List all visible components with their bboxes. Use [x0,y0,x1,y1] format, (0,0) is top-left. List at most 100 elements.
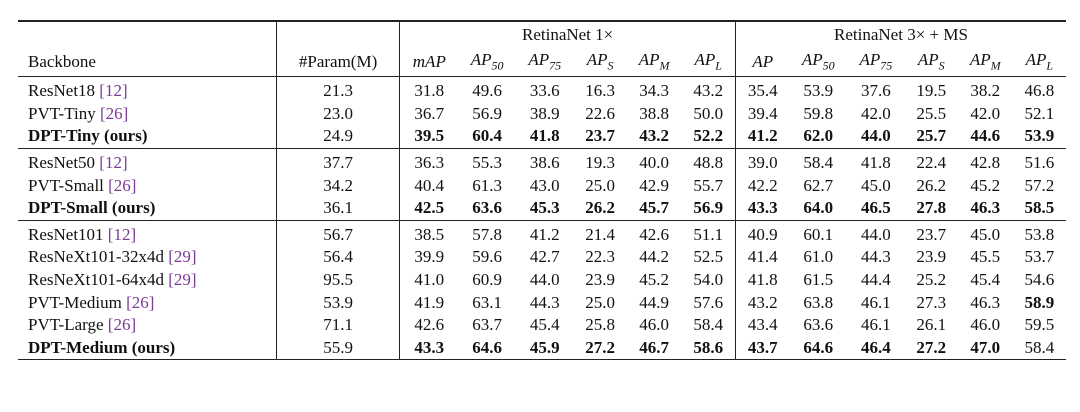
metric-cell: 36.7 [414,103,445,123]
metric-cell: 38.8 [639,103,670,123]
metric-cell: 43.2 [681,76,736,103]
backbone-name: PVT-Medium [28,292,122,312]
metric: AP75 [859,50,893,73]
metric-subscript: L [1046,58,1054,73]
metric-cell: 33.6 [529,81,560,101]
column-header: APS [904,48,958,77]
metric-subscript: M [659,58,670,73]
citation: [26] [99,103,129,123]
metric-cell: 39.5 [414,126,445,146]
metric-cell: 42.7 [529,247,560,267]
table-row: ResNet101 [12] 56.7 38.5 57.8 41.2 21.4 42.6 51… [18,219,1066,247]
metric-cell: 43.3 [399,336,459,361]
metric-cell: 25.2 [916,270,947,290]
backbone-cell: PVT-Tiny [26] [18,102,277,126]
metric-cell: 26.1 [916,315,947,335]
metric-cell: 60.4 [472,126,503,146]
column-header: AP75 [847,48,905,77]
column-header: APL [1012,48,1066,77]
metric-cell: 44.6 [970,126,1001,146]
metric-cell: 41.2 [515,219,574,247]
table-row: ResNeXt101-32x4d [29] 56.4 39.9 59.6 42.7 22.… [18,246,1066,269]
metric-subscript: 50 [491,58,504,73]
metric-cell: 43.2 [747,292,778,312]
metric-cell: 41.8 [529,126,560,146]
metric-cell: 37.6 [860,81,891,101]
metric-cell: 25.0 [585,175,616,195]
column-header: AP50 [458,48,516,77]
metric-cell: 35.4 [747,81,778,101]
metric-cell: 46.5 [860,198,891,218]
metric-cell: 40.9 [735,219,790,247]
metric-cell: 62.0 [803,126,834,146]
backbone-cell: ResNeXt101-64x4d [29] [18,268,277,292]
metric-cell: 42.0 [970,103,1001,123]
empty-cell [18,21,277,48]
metric-cell: 44.3 [860,247,891,267]
backbone-name: PVT-Large [28,315,104,335]
metric-cell: 58.5 [1024,198,1055,218]
metric-cell: 52.5 [681,246,736,269]
metric-cell: 41.0 [414,270,445,290]
row-group: ResNet101 [12] 56.7 38.5 57.8 41.2 21.4 42.6 51… [18,219,1066,361]
column-header: Backbone [18,48,277,77]
group-header: RetinaNet 1× [399,21,736,48]
metric-cell: 63.8 [803,292,834,312]
metric-cell: 26.2 [585,198,616,218]
table-row: PVT-Medium [26] 53.9 41.9 63.1 44.3 25.0 44.9 5… [18,291,1066,314]
param-cell: 36.1 [276,196,401,221]
metric-subscript: 50 [822,58,835,73]
metric-cell: 46.1 [860,315,891,335]
metric: AP [752,52,774,71]
metric-cell: 64.0 [803,198,834,218]
metric-cell: 59.8 [803,103,834,123]
param-cell: 95.5 [276,268,401,292]
metric-cell: 41.4 [747,247,778,267]
metric: AP50 [470,50,504,73]
metric-cell: 58.4 [789,147,848,175]
metric-cell: 45.0 [957,219,1013,247]
metric-cell: 45.0 [860,175,891,195]
citation: [26] [107,315,137,335]
metric-cell: 52.1 [1024,103,1055,123]
metric-cell: 45.7 [639,198,670,218]
metric-cell: 62.7 [803,175,834,195]
backbone-name: DPT-Medium (ours) [28,337,176,357]
metric-cell: 48.8 [681,147,736,175]
metric-cell: 42.2 [747,175,778,195]
metric-cell: 27.2 [904,336,958,361]
metric-cell: 38.2 [970,81,1001,101]
column-header: AP75 [515,48,574,77]
backbone-cell: ResNet50 [12] [18,147,277,175]
column-header: APM [957,48,1013,77]
row-group: ResNet18 [12] 21.3 31.8 49.6 33.6 16.3 34.3 43.… [18,76,1066,149]
metric-cell: 22.3 [585,247,616,267]
table-row: DPT-Small (ours) 36.1 42.5 63.6 45.3 26.2 45.7… [18,196,1066,221]
column-header: APL [681,48,736,77]
metric-cell: 39.4 [747,103,778,123]
metric-cell: 44.2 [639,247,670,267]
metric-cell: 46.4 [847,336,905,361]
metric-cell: 53.9 [803,81,834,101]
metric-cell: 44.0 [529,270,560,290]
backbone-cell: ResNet101 [12] [18,219,277,247]
column-header: APM [626,48,682,77]
metric-cell: 58.4 [1012,336,1066,361]
metric-cell: 26.2 [916,175,947,195]
metric-subscript: S [607,58,614,73]
citation: [26] [126,292,155,312]
metric-cell: 42.0 [860,103,891,123]
param-cell: 71.1 [276,313,401,337]
metric-cell: 21.4 [573,219,627,247]
metric-cell: 49.6 [472,81,503,101]
metric-cell: 45.2 [639,270,670,290]
metric-cell: 46.0 [639,315,670,335]
citation: [12] [107,224,137,244]
metric-cell: 25.8 [585,315,616,335]
metric-cell: 42.5 [414,198,445,218]
metric-cell: 45.4 [529,315,560,335]
metric-cell: 47.0 [957,336,1013,361]
citation: [26] [108,175,137,195]
metric-cell: 22.4 [904,147,958,175]
